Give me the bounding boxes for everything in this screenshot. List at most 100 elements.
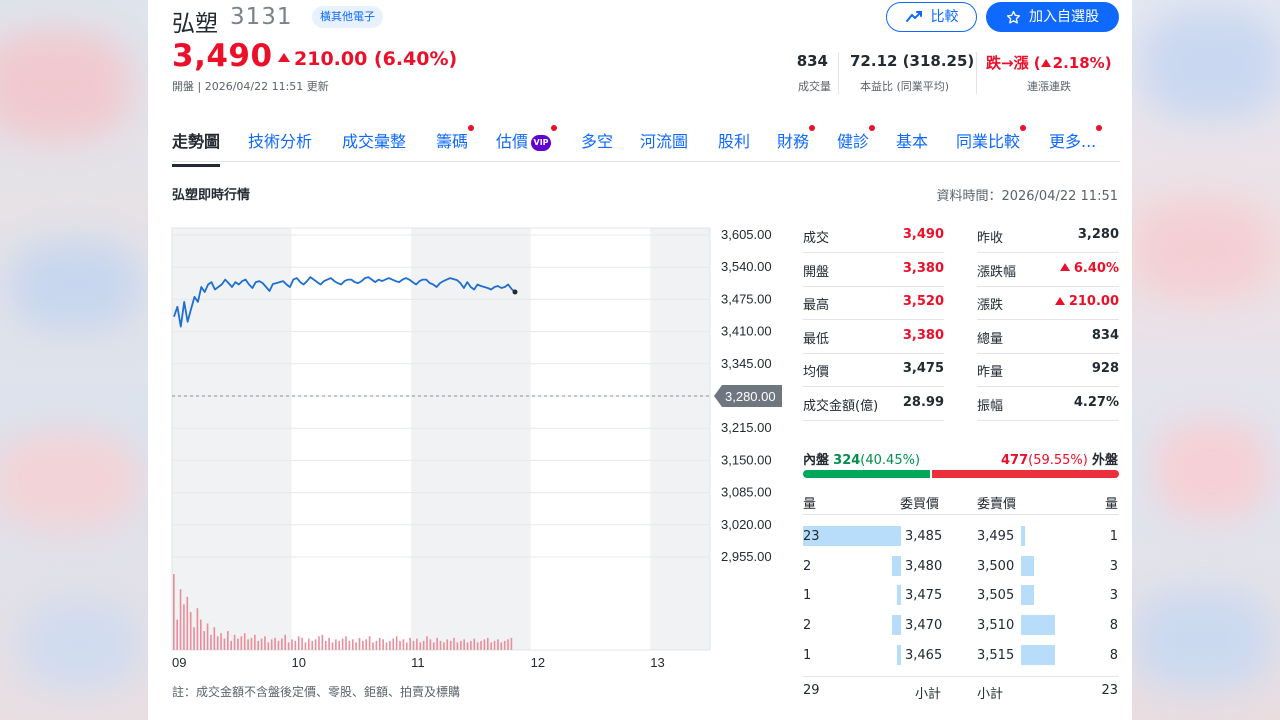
- volume-bar: [304, 642, 307, 650]
- volume-bar: [243, 633, 246, 650]
- volume-bar: [510, 637, 513, 650]
- quote-label: 昨收: [977, 231, 1004, 246]
- volume-bar: [429, 639, 432, 650]
- notification-dot: [468, 125, 475, 131]
- bid-qty-header: 量: [803, 497, 817, 512]
- y-tick-label: 3,085.00: [721, 485, 772, 500]
- volume-bar: [301, 637, 303, 650]
- compare-button[interactable]: 比較: [886, 2, 977, 32]
- tab-item[interactable]: 估價 VIP: [496, 125, 558, 152]
- tab-label: 更多...: [1049, 132, 1097, 151]
- tab-item[interactable]: 基本: [896, 128, 928, 152]
- volume-bar: [186, 596, 189, 650]
- volume-bar: [358, 637, 361, 650]
- quote-row: 總量 834: [977, 320, 1119, 354]
- volume-bar: [416, 638, 418, 650]
- quote-row: 漲跌 210.00: [977, 286, 1119, 321]
- tab-item[interactable]: 籌碼: [436, 125, 475, 152]
- volume-bar: [331, 642, 334, 650]
- quote-value-text: 3,475: [902, 361, 944, 377]
- ask-qty: 8: [1109, 647, 1118, 663]
- current-price: 3,490: [172, 38, 273, 74]
- tab-item[interactable]: 更多...: [1049, 125, 1103, 152]
- volume-bar: [507, 639, 509, 650]
- quote-value: 834: [1092, 328, 1119, 343]
- bid-total-label: 小計: [915, 687, 942, 702]
- volume-bar: [223, 638, 226, 650]
- volume-bar: [176, 619, 178, 650]
- volume-bar: [277, 640, 280, 650]
- tab-item[interactable]: 走勢圖: [172, 128, 221, 167]
- volume-bar: [402, 639, 405, 650]
- tab-item[interactable]: 成交彙整: [342, 128, 406, 152]
- tab-label: 估價: [496, 132, 529, 151]
- tab-item[interactable]: 健診: [837, 125, 876, 152]
- quote-value: 3,520: [903, 294, 944, 309]
- volume-bar: [318, 636, 320, 650]
- volume-bar: [439, 640, 442, 650]
- quote-label: 總量: [977, 331, 1004, 347]
- ask-depth-bar: [1021, 644, 1056, 665]
- tab-label: 走勢圖: [172, 132, 221, 151]
- volume-bar: [196, 608, 199, 650]
- ask-depth-bar: [1021, 615, 1056, 636]
- volume-bar: [385, 642, 388, 650]
- add-watchlist-button[interactable]: 加入自選股: [986, 2, 1119, 32]
- inner-value: 324: [833, 453, 861, 468]
- tab-item[interactable]: 同業比較: [956, 125, 1027, 152]
- volume-bar: [270, 639, 273, 650]
- volume-bar: [173, 574, 175, 650]
- volume-bar: [328, 637, 330, 650]
- blur-shape: [10, 240, 140, 330]
- quote-value: 3,475: [903, 361, 944, 376]
- volume-bar: [365, 639, 368, 650]
- hour-band: [650, 228, 710, 650]
- quote-value: 4.27%: [1074, 395, 1119, 410]
- tab-item[interactable]: 河流圖: [640, 128, 688, 152]
- vip-badge: VIP: [531, 134, 552, 151]
- quote-row: 最高 3,520: [803, 286, 944, 321]
- volume-bar: [341, 638, 344, 650]
- volume-label: 成交量: [798, 80, 831, 93]
- notification-dot: [1020, 125, 1027, 131]
- x-tick-label: 12: [531, 655, 545, 670]
- y-tick-label: 3,345.00: [721, 356, 772, 371]
- stock-code: 3131: [230, 4, 293, 30]
- x-tick-label: 13: [650, 655, 664, 670]
- up-arrow-icon: [1054, 296, 1065, 305]
- ask-price: 3,515: [977, 647, 1015, 663]
- volume-bar: [470, 640, 472, 650]
- volume-bar: [220, 633, 222, 650]
- tab-item[interactable]: 技術分析: [248, 128, 312, 152]
- bid-qty: 1: [803, 647, 812, 663]
- tab-label: 財務: [777, 132, 810, 151]
- outer-label: 外盤: [1091, 453, 1118, 468]
- volume-bar: [274, 637, 276, 650]
- volume-bar: [230, 640, 232, 650]
- tab-item[interactable]: 多空: [581, 128, 613, 152]
- quote-row: 振幅 4.27%: [977, 387, 1119, 421]
- tab-label: 河流圖: [640, 132, 689, 151]
- volume-bar: [378, 637, 381, 650]
- ask-qty-header: 量: [1104, 497, 1118, 512]
- quote-label: 漲跌: [977, 298, 1004, 314]
- quote-label: 最高: [803, 298, 830, 314]
- category-tag[interactable]: 橫其他電子: [312, 6, 383, 28]
- tab-item[interactable]: 財務: [777, 125, 816, 152]
- tab-item[interactable]: 股利: [718, 128, 750, 152]
- ask-depth-bar: [1021, 526, 1026, 546]
- intraday-chart[interactable]: 3,605.00 3,540.00 3,475.00 3,410.00 3,345.00…: [148, 0, 798, 720]
- reference-label: 3,280.00: [725, 389, 776, 404]
- volume-bar: [443, 642, 445, 650]
- volume-bar: [297, 636, 300, 650]
- divider: [976, 52, 977, 94]
- volume-bar: [503, 640, 506, 650]
- volume-bar: [497, 639, 499, 650]
- volume-bar: [389, 640, 391, 650]
- bid-price: 3,485: [905, 529, 943, 544]
- quote-value-text: 3,520: [902, 294, 944, 310]
- inner-bar: [803, 470, 930, 478]
- x-tick-label: 10: [292, 655, 306, 670]
- quote-row: 昨量 928: [977, 353, 1119, 388]
- quote-label: 最低: [803, 331, 830, 347]
